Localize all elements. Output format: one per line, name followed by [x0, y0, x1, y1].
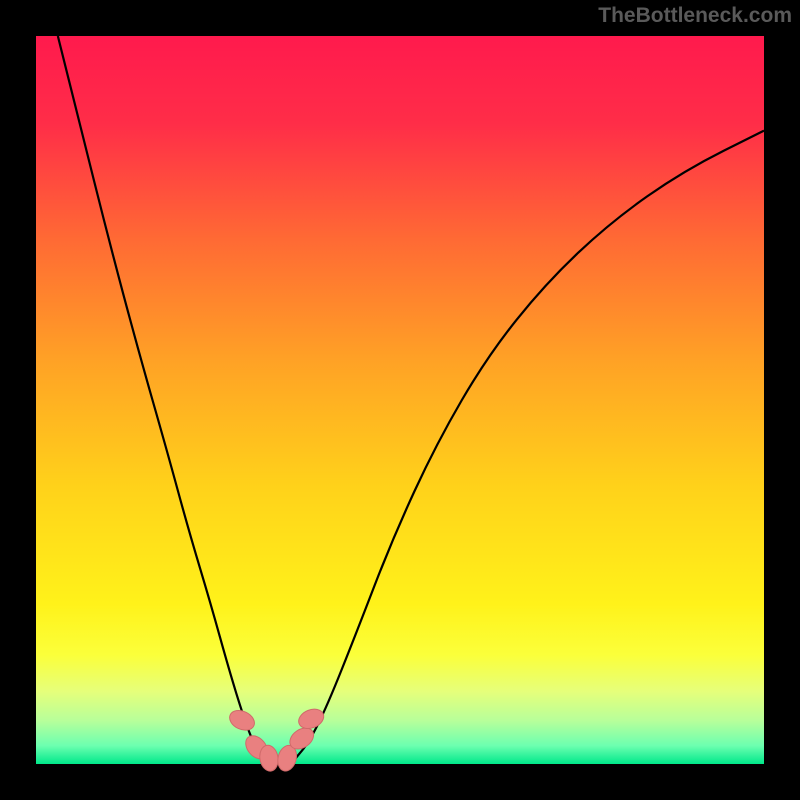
plot-svg	[0, 0, 800, 800]
watermark-text: TheBottleneck.com	[598, 4, 792, 28]
gradient-background	[36, 36, 764, 764]
chart-container: TheBottleneck.com	[0, 0, 800, 800]
